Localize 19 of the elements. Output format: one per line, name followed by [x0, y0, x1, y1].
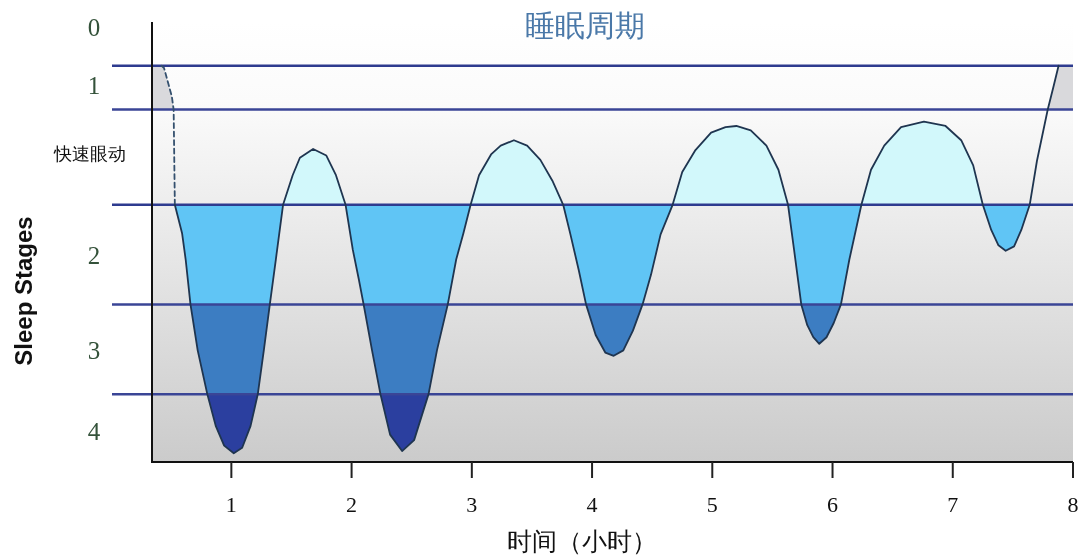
- x-tick-label: 1: [225, 492, 237, 517]
- y-tick-label: 快速眼动: [53, 144, 126, 165]
- y-tick-label: 4: [87, 417, 101, 445]
- y-axis-title: Sleep Stages: [10, 216, 37, 366]
- x-axis-title: 时间（小时）: [507, 527, 657, 555]
- x-tick-label: 4: [586, 492, 598, 517]
- x-tick-label: 7: [947, 492, 959, 517]
- x-tick-label: 5: [706, 492, 718, 517]
- y-tick-label: 2: [87, 241, 101, 269]
- x-tick-label: 3: [466, 492, 478, 517]
- x-tick-label: 8: [1067, 492, 1079, 517]
- y-tick-label: 3: [87, 336, 101, 364]
- y-tick-label: 1: [87, 71, 101, 99]
- line-series: [160, 64, 176, 206]
- y-tick-label: 0: [87, 13, 101, 41]
- line-series: [173, 64, 1060, 455]
- chart-title: 睡眠周期: [525, 9, 645, 42]
- x-tick-label: 2: [346, 492, 358, 517]
- x-tick-label: 6: [827, 492, 839, 517]
